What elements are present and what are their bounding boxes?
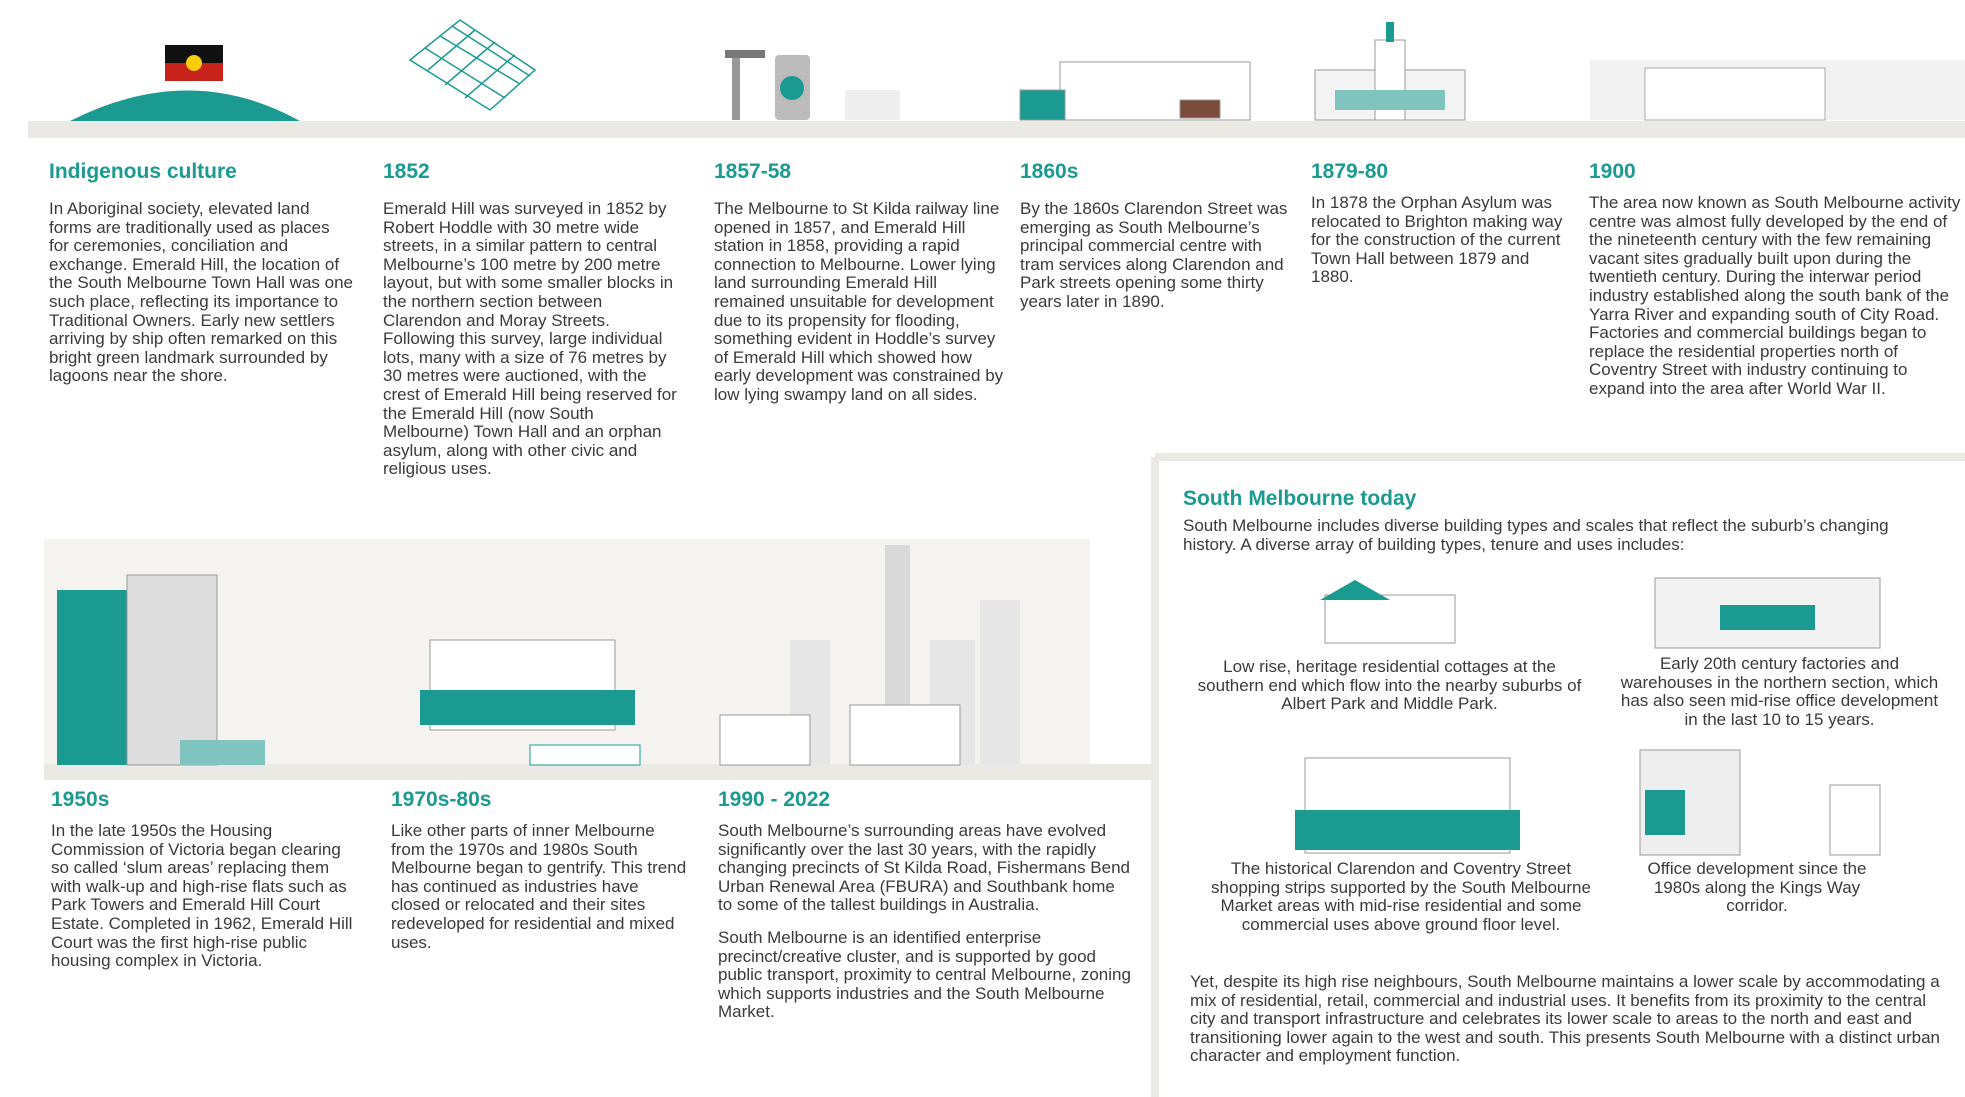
entry-text: Like other parts of inner Melbourne from… (391, 822, 691, 952)
entry-text: The area now known as South Melbourne ac… (1589, 194, 1965, 399)
streetscape-1860s (1020, 62, 1250, 120)
entry-text: In the late 1950s the Housing Commission… (51, 822, 356, 971)
entry-text: By the 1860s Clarendon Street was emergi… (1020, 200, 1300, 312)
icon-cottages (1320, 580, 1455, 643)
entry: 1970s-80s Like other parts of inner Melbo… (391, 788, 691, 952)
icon-offices (1640, 750, 1880, 855)
today-item: Low rise, heritage residential cottages … (1192, 658, 1587, 714)
entry-heading: 1857-58 (714, 160, 1004, 184)
flag-sun (186, 55, 202, 71)
entry-heading: 1950s (51, 788, 356, 812)
entry: 1879-80 In 1878 the Orphan Asylum was rel… (1311, 160, 1571, 287)
entry-heading: 1852 (383, 160, 683, 184)
entry-text: In Aboriginal society, elevated land for… (49, 200, 354, 386)
entry: 1950s In the late 1950s the Housing Commi… (51, 788, 356, 971)
entry-heading: 1900 (1589, 160, 1965, 184)
entry: 1860s By the 1860s Clarendon Street was e… (1020, 160, 1300, 312)
entry: Indigenous culture In Aboriginal society,… (49, 160, 354, 386)
entry: 1990 - 2022 South Melbourne’s surrounding… (718, 788, 1133, 1022)
today-item: Early 20th century factories and warehou… (1612, 655, 1947, 729)
entry: 1852 Emerald Hill was surveyed in 1852 by… (383, 160, 683, 479)
icon-shopping (1295, 758, 1520, 853)
today-header: South Melbourne today South Melbourne inc… (1183, 487, 1943, 554)
survey-grid (410, 20, 535, 110)
entry-heading: Indigenous culture (49, 160, 354, 184)
lower-ground (44, 764, 1154, 780)
railway (725, 50, 900, 120)
today-intro: South Melbourne includes diverse buildin… (1183, 517, 1943, 554)
entry: 1857-58 The Melbourne to St Kilda railway… (714, 160, 1004, 405)
entry-heading: 1970s-80s (391, 788, 691, 812)
hill (70, 91, 300, 122)
streetscape-1900 (1590, 60, 1965, 120)
entry-heading: 1879-80 (1311, 160, 1571, 184)
today-item: Office development since the 1980s along… (1632, 860, 1882, 916)
entry-heading: 1860s (1020, 160, 1300, 184)
entry-text: In 1878 the Orphan Asylum was relocated … (1311, 194, 1571, 287)
today-title: South Melbourne today (1183, 487, 1943, 511)
ground-strip (28, 121, 1965, 138)
page: South Melbourne timeline { "timeline": [… (0, 0, 1965, 1097)
page-body: Indigenous culture In Aboriginal society,… (0, 0, 1965, 1097)
entry-text: The Melbourne to St Kilda railway line o… (714, 200, 1004, 405)
entry-text: South Melbourne is an identified enterpr… (718, 929, 1133, 1022)
icon-factories (1655, 578, 1880, 648)
town-hall (1315, 22, 1465, 120)
entry-text: Emerald Hill was surveyed in 1852 by Rob… (383, 200, 683, 479)
today-closing: Yet, despite its high rise neighbours, S… (1190, 973, 1955, 1066)
entry: 1900 The area now known as South Melbourn… (1589, 160, 1965, 399)
entry-text: South Melbourne’s surrounding areas have… (718, 822, 1133, 915)
entry-heading: 1990 - 2022 (718, 788, 1133, 812)
today-item: The historical Clarendon and Coventry St… (1195, 860, 1607, 934)
